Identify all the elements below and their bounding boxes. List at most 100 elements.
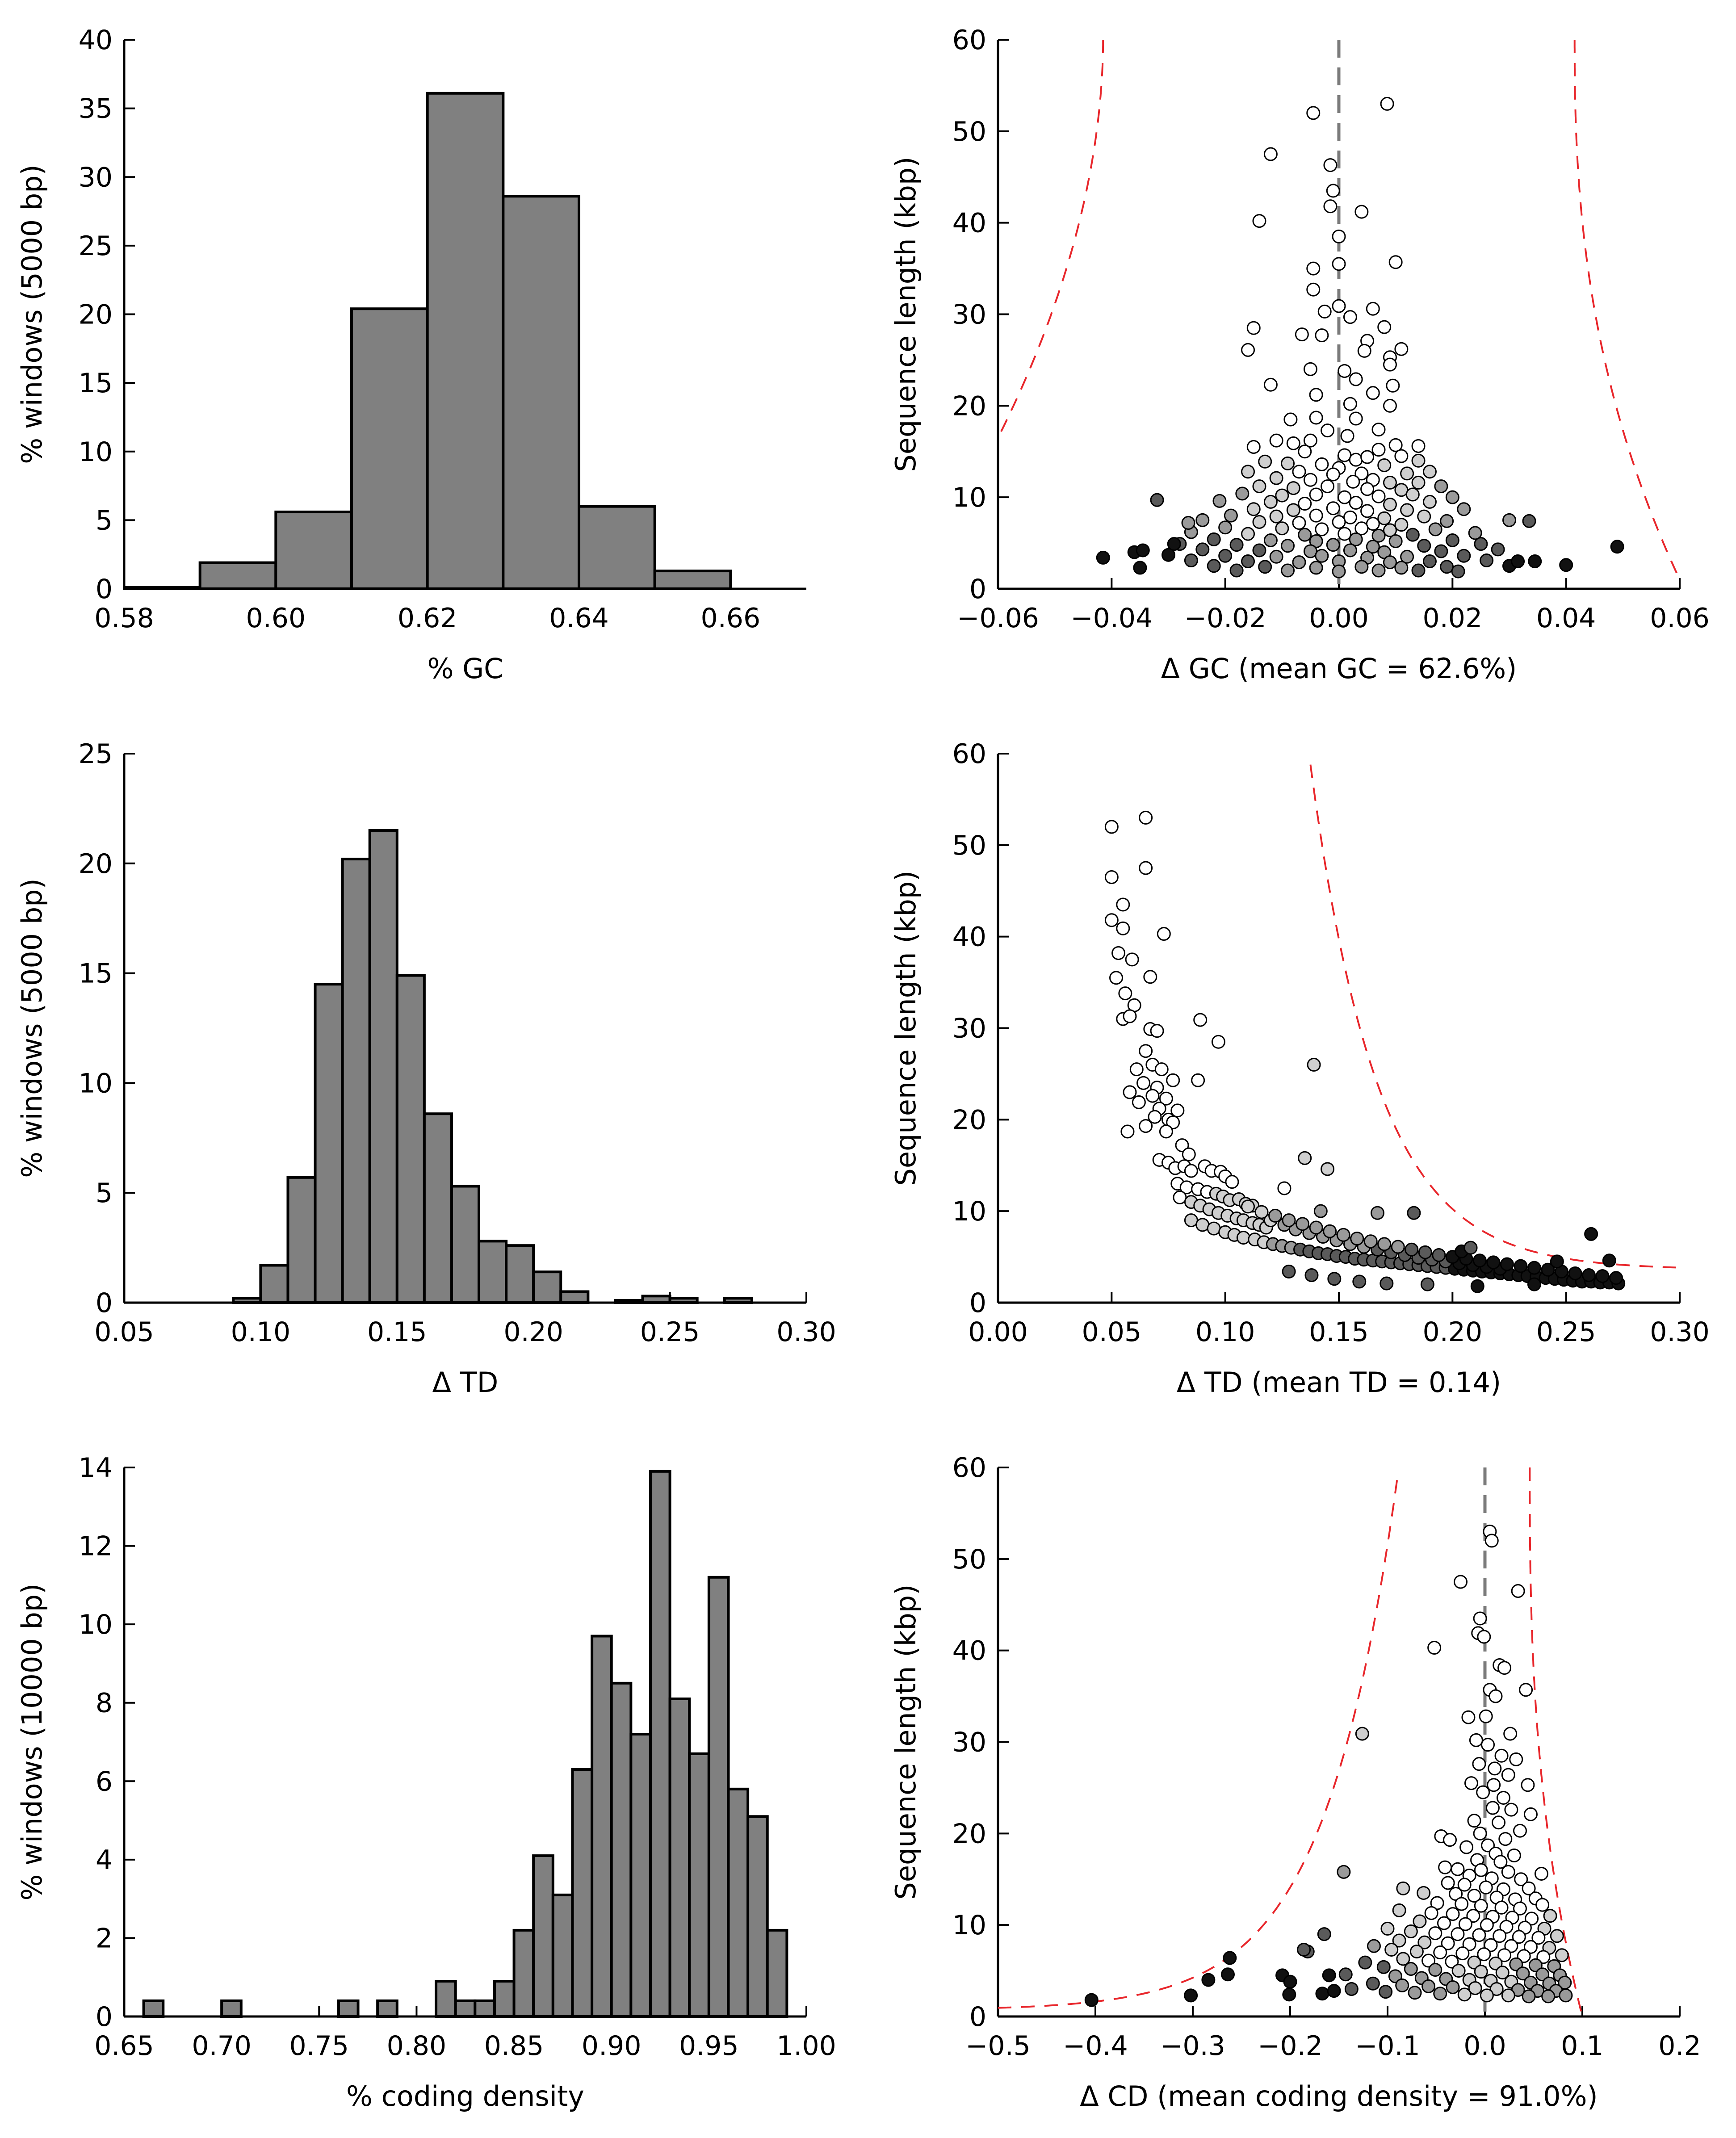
scatter-point xyxy=(1527,1277,1541,1291)
histogram-bar xyxy=(668,1697,691,2018)
scatter-point xyxy=(1133,561,1147,575)
scatter-point xyxy=(1281,456,1295,470)
histogram-bar xyxy=(395,974,426,1304)
scatter-point xyxy=(1407,1206,1421,1220)
scatter-point xyxy=(1512,1930,1526,1944)
scatter-point xyxy=(1514,1872,1528,1886)
histogram-bar xyxy=(450,1185,481,1304)
x-tick-label: 1.00 xyxy=(776,2030,836,2062)
y-tick-label: 10 xyxy=(79,1609,113,1640)
scatter-point xyxy=(1315,1987,1329,2001)
scatter-point xyxy=(1413,1914,1427,1928)
scatter-point xyxy=(1323,199,1338,214)
scatter-point xyxy=(1332,515,1346,529)
scatter-point xyxy=(1201,1973,1216,1987)
scatter-point xyxy=(1338,1967,1353,1982)
scatter-point xyxy=(1295,327,1309,342)
scatter-point xyxy=(1489,1689,1503,1703)
y-tick-label: 30 xyxy=(79,162,113,193)
scatter-point xyxy=(1445,533,1459,547)
scatter-point xyxy=(1296,1217,1310,1231)
y-tick-label: 50 xyxy=(952,116,986,147)
scatter-point xyxy=(1394,518,1409,532)
histogram-bar xyxy=(591,1635,613,2018)
scatter-point xyxy=(1535,1967,1550,1982)
scatter-point xyxy=(1455,1946,1470,1961)
scatter-point xyxy=(1241,343,1255,357)
histogram-bar xyxy=(551,1893,574,2018)
scatter-point xyxy=(1473,1826,1487,1840)
scatter-point xyxy=(1404,1962,1418,1976)
scatter-point xyxy=(1522,1881,1536,1895)
scatter-point xyxy=(1418,1245,1432,1259)
scatter-point xyxy=(1350,1232,1364,1246)
scatter-point xyxy=(1422,554,1437,569)
x-tick-label: 0.70 xyxy=(192,2030,252,2062)
y-tick-label: 4 xyxy=(96,1845,113,1876)
scatter-point xyxy=(1315,549,1329,563)
histogram-bar xyxy=(341,857,371,1304)
scatter-point xyxy=(1457,1987,1472,2002)
scatter-point xyxy=(1468,1981,1482,1995)
x-tick-label: 0.1 xyxy=(1561,2030,1603,2062)
scatter-point xyxy=(1446,1907,1460,1921)
scatter-point xyxy=(1317,1927,1331,1941)
scatter-point xyxy=(1485,1801,1500,1815)
scatter-point xyxy=(1440,514,1454,528)
scatter-point xyxy=(1504,1803,1518,1817)
scatter-point xyxy=(1282,1264,1296,1279)
scatter-point xyxy=(1145,1089,1160,1103)
scatter-point xyxy=(1349,495,1363,510)
scatter-point xyxy=(1459,1840,1474,1854)
y-tick-label: 10 xyxy=(952,1196,986,1227)
scatter-point xyxy=(1555,1948,1569,1962)
y-axis-label: % windows (5000 bp) xyxy=(16,878,48,1178)
y-axis-label: Sequence length (kbp) xyxy=(889,157,922,472)
x-tick-label: 0.02 xyxy=(1423,603,1483,634)
scatter-point xyxy=(1315,328,1329,343)
scatter-point xyxy=(1388,1969,1402,1983)
y-tick-label: 30 xyxy=(952,1727,986,1758)
scatter-point xyxy=(1321,479,1335,494)
x-tick-label: 0.10 xyxy=(231,1316,291,1348)
scatter-point xyxy=(1306,261,1321,276)
histogram-bar xyxy=(766,1928,788,2018)
y-tick-label: 12 xyxy=(79,1531,113,1562)
scatter-point xyxy=(1384,1942,1399,1957)
scatter-point xyxy=(1181,516,1195,530)
scatter-point xyxy=(1166,1073,1180,1087)
scatter-point xyxy=(1595,1269,1610,1283)
x-axis-label: Δ GC (mean GC = 62.6%) xyxy=(1161,652,1517,685)
scatter-point xyxy=(1303,473,1317,487)
scatter-point xyxy=(1254,1205,1269,1219)
x-tick-label: 0.00 xyxy=(968,1316,1028,1348)
scatter-point xyxy=(1118,986,1132,1001)
x-tick-label: 0.60 xyxy=(246,603,306,634)
scatter-point xyxy=(1535,1898,1550,1912)
scatter-point xyxy=(1229,563,1244,578)
scatter-point xyxy=(1543,1909,1557,1923)
scatter-point xyxy=(1235,486,1250,501)
scatter-point xyxy=(1527,1261,1541,1275)
scatter-point xyxy=(1268,1208,1283,1223)
scatter-point xyxy=(1464,1776,1478,1790)
scatter-point xyxy=(1495,1966,1510,1980)
scatter-point xyxy=(1184,1164,1198,1178)
scatter-point xyxy=(1405,528,1420,542)
y-tick-label: 0 xyxy=(969,574,986,605)
scatter-point xyxy=(1258,560,1272,574)
scatter-point xyxy=(1528,1958,1543,1972)
scatter-point xyxy=(1263,495,1278,509)
scatter-point xyxy=(1281,563,1295,578)
x-tick-label: 0.90 xyxy=(582,2030,642,2062)
scatter-point xyxy=(1349,453,1363,467)
y-tick-label: 0 xyxy=(96,1287,113,1319)
scatter-point xyxy=(1321,1162,1335,1176)
scatter-point xyxy=(1315,522,1329,537)
histogram-bar xyxy=(350,307,429,590)
y-axis-label: Sequence length (kbp) xyxy=(889,1585,922,1900)
scatter-point xyxy=(1437,1916,1451,1930)
scatter-point xyxy=(1523,1807,1538,1821)
x-tick-label: 0.65 xyxy=(94,2030,154,2062)
